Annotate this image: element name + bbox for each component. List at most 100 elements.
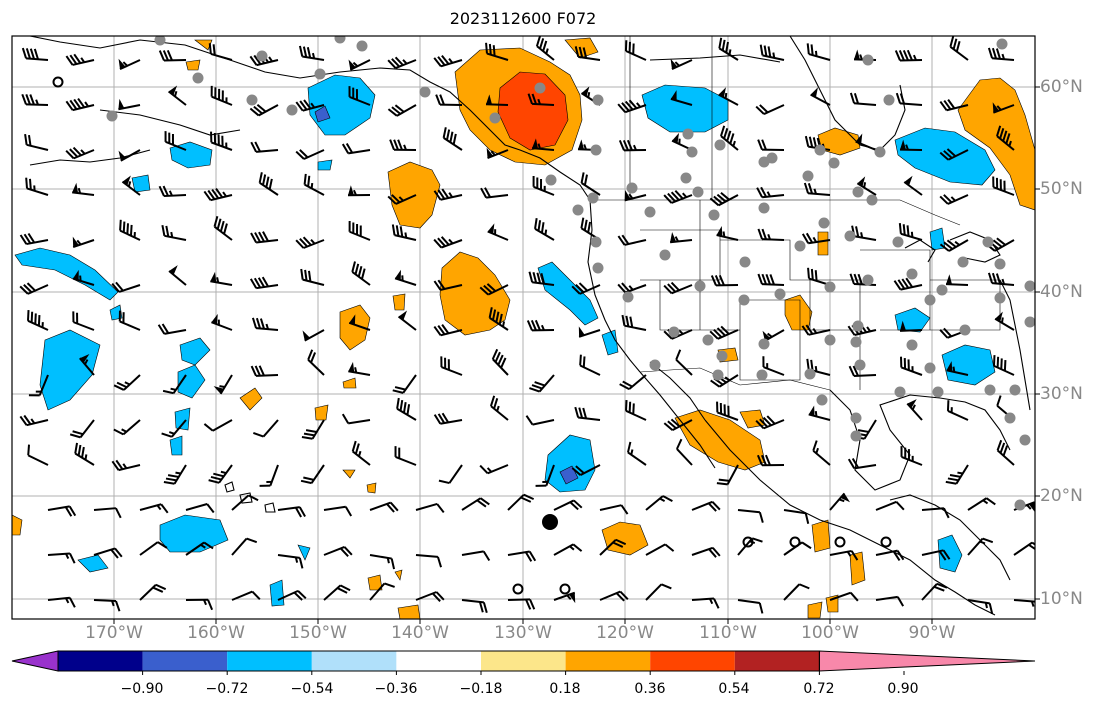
wind-barb [28,374,49,397]
colorbar-segment [734,651,820,671]
wind-barb [987,272,1015,286]
wind-barb [348,86,371,106]
wind-barb [756,186,785,199]
wind-barb [507,550,537,562]
wind-barb [118,58,141,71]
station-dot [489,112,501,124]
wind-barb [759,44,785,61]
station-dot [756,369,768,381]
wind-barb [906,399,923,421]
wind-barb [855,133,877,151]
wind-barb [93,599,121,612]
colorbar-tick-label: 0.72 [803,681,835,697]
wind-barb [323,505,353,517]
wind-barb [213,216,233,241]
wind-barb [992,355,1015,376]
wind-barb [996,439,1015,466]
wind-barb [939,239,969,252]
red-region [497,71,569,151]
wind-barb [277,506,306,518]
wind-barb [250,231,279,244]
station-dot [680,172,692,184]
colorbar-segment [311,651,397,671]
station-dot [356,40,368,52]
lon-label-120w: 120°W [596,623,654,643]
wind-barb [996,125,1015,151]
wind-barb [348,314,371,331]
station-dot [694,280,706,292]
station-dot [286,104,298,116]
lat-label-40n: 40°N [1040,282,1083,302]
wind-barb [899,139,923,151]
wind-barb [829,549,859,561]
wind-barb [323,546,353,557]
orange-region [564,37,599,59]
wind-barb [949,36,969,61]
wind-barb [670,58,693,71]
wind-barb [433,324,463,337]
lon-label-150w: 150°W [289,623,347,643]
calm-circle [742,536,754,548]
wind-barb [625,400,647,421]
wind-barb [415,554,442,568]
blue-region [317,159,333,171]
wind-barb [486,147,509,160]
wind-barb [351,261,371,286]
wind-barb [617,99,647,114]
wind-barb [571,464,601,476]
wind-barb [21,47,49,61]
wind-barb [992,176,1015,196]
wind-barb [341,142,371,155]
wind-barb [783,509,810,524]
wind-barb [946,400,969,421]
station-dot [592,262,604,274]
station-dot [854,359,866,371]
wind-barb [675,349,693,376]
wind-barb [277,589,307,601]
station-dot [682,128,694,140]
station-dot [246,94,258,106]
blue-region [14,247,119,301]
wind-barb [433,54,463,68]
wind-barb [163,464,187,485]
wind-barb [535,464,555,487]
station-dot [1024,280,1035,292]
wind-barb [251,317,279,331]
wind-barb [617,282,647,294]
wind-barb [994,311,1015,331]
lat-label-30n: 30°N [1040,384,1083,404]
station-dot [957,256,969,268]
contour-shading [12,37,1035,619]
wind-barb [856,176,877,196]
wind-barb [19,414,49,427]
station-dot [587,192,599,204]
lat-label-60n: 60°N [1040,77,1083,97]
wind-barb [231,537,258,556]
lon-label-110w: 110°W [699,623,757,643]
wind-barb [27,444,49,466]
wind-barb [93,547,123,559]
wind-barb [158,50,187,62]
station-dot [866,194,878,206]
wind-barb [161,419,187,438]
station-dot [844,230,856,242]
station-dot [686,146,698,158]
station-dot [862,274,874,286]
wind-barb [945,464,969,485]
station-dot [592,94,604,106]
wind-barb [574,406,601,421]
station-dot [758,338,770,350]
wind-barb [348,361,371,376]
wind-barb [663,418,693,432]
wind-barb [527,93,555,106]
wind-barb [162,374,187,395]
wind-barb [893,277,923,291]
wind-barb [691,597,720,609]
lon-label-100w: 100°W [801,623,859,643]
station-dot [1004,412,1016,424]
wind-barb [249,103,279,117]
station-dot [774,288,786,300]
wind-barb [164,131,187,151]
wind-barb [433,279,463,291]
wind-barb [231,494,259,511]
